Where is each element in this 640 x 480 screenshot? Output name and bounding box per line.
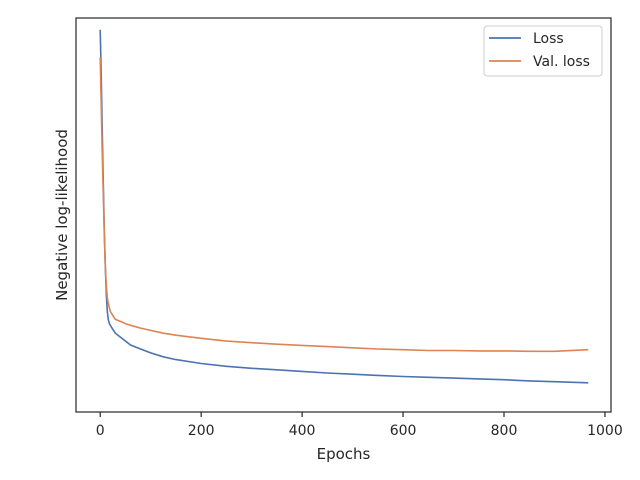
series-line-val-loss <box>99 57 589 353</box>
x-axis: 0 200 400 600 800 1000 <box>96 412 623 439</box>
x-tick-label: 600 <box>390 423 417 439</box>
series-line-loss <box>99 29 589 384</box>
x-axis-label: Epochs <box>317 445 371 463</box>
x-tick-label: 1000 <box>587 423 623 439</box>
x-tick-label: 0 <box>96 423 105 439</box>
plot-frame <box>75 17 612 413</box>
legend-label-val-loss: Val. loss <box>533 54 590 70</box>
legend: Loss Val. loss <box>483 25 603 77</box>
x-tick-label: 400 <box>289 423 316 439</box>
x-tick-label: 800 <box>491 423 518 439</box>
x-tick-label: 200 <box>188 423 215 439</box>
y-axis-label: Negative log-likelihood <box>53 129 71 301</box>
legend-label-loss: Loss <box>533 31 564 47</box>
plot-series <box>99 29 589 384</box>
